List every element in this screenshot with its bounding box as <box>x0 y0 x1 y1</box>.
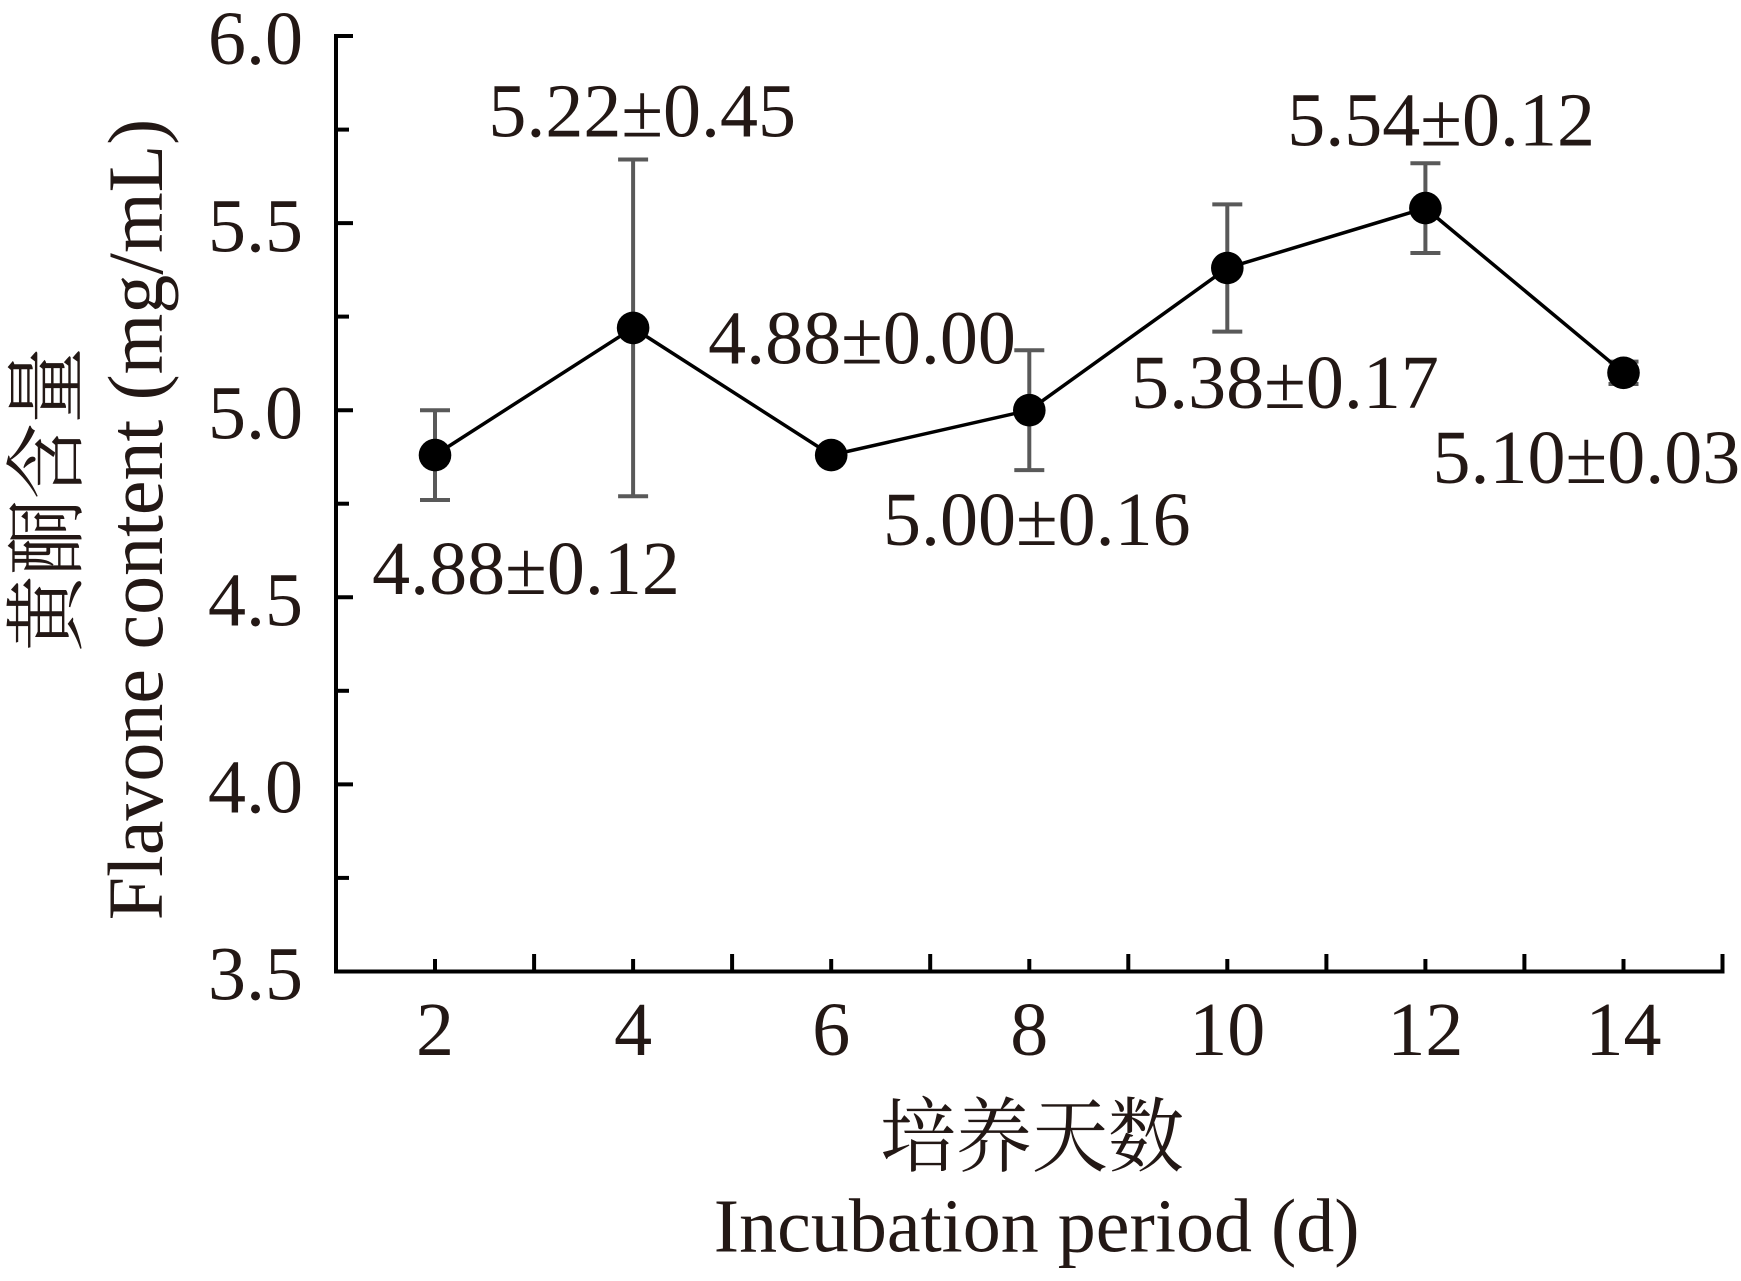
svg-text:Incubation period (d): Incubation period (d) <box>714 1185 1360 1269</box>
svg-text:6.0: 6.0 <box>208 0 303 81</box>
svg-text:8: 8 <box>1010 988 1048 1072</box>
svg-text:5.38±0.17: 5.38±0.17 <box>1131 341 1439 425</box>
svg-text:Flavone content (mg/mL): Flavone content (mg/mL) <box>92 119 179 920</box>
svg-text:10: 10 <box>1189 988 1265 1072</box>
svg-text:4.88±0.12: 4.88±0.12 <box>372 527 680 611</box>
svg-text:2: 2 <box>416 988 454 1072</box>
svg-text:4: 4 <box>614 988 652 1072</box>
svg-text:12: 12 <box>1387 988 1463 1072</box>
svg-text:5.54±0.12: 5.54±0.12 <box>1287 78 1595 162</box>
svg-text:14: 14 <box>1586 988 1662 1072</box>
svg-text:4.88±0.00: 4.88±0.00 <box>708 297 1016 381</box>
svg-text:3.5: 3.5 <box>208 933 303 1017</box>
svg-text:4.5: 4.5 <box>208 559 303 643</box>
svg-text:6: 6 <box>812 988 850 1072</box>
svg-text:5.0: 5.0 <box>208 371 303 455</box>
svg-text:5.10±0.03: 5.10±0.03 <box>1433 416 1741 500</box>
svg-text:5.22±0.45: 5.22±0.45 <box>488 70 796 154</box>
svg-text:4.0: 4.0 <box>208 746 303 830</box>
svg-text:5.5: 5.5 <box>208 184 303 268</box>
svg-text:5.00±0.16: 5.00±0.16 <box>883 478 1191 562</box>
